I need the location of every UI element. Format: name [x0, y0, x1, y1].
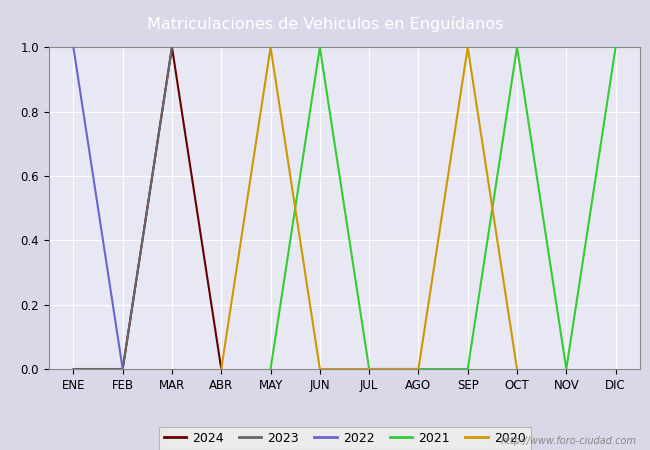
Text: http://www.foro-ciudad.com: http://www.foro-ciudad.com — [501, 436, 637, 446]
Text: Matriculaciones de Vehiculos en Enguídanos: Matriculaciones de Vehiculos en Enguídan… — [147, 16, 503, 32]
Legend: 2024, 2023, 2022, 2021, 2020: 2024, 2023, 2022, 2021, 2020 — [159, 427, 530, 450]
